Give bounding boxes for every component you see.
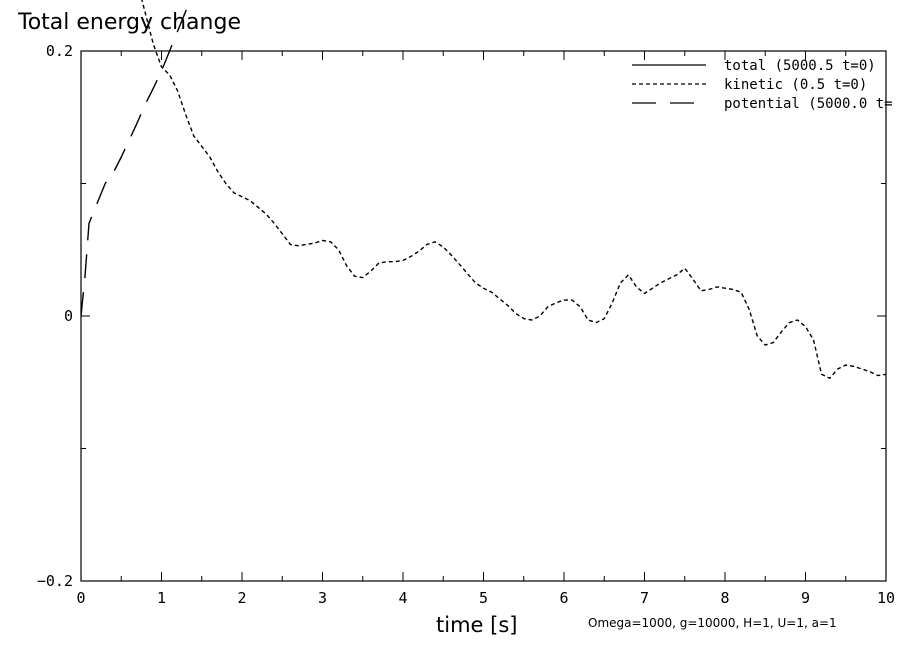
x-tick-label: 0 <box>76 589 85 607</box>
legend: total (5000.5 t=0) kinetic (0.5 t=0) pot… <box>632 58 893 112</box>
x-tick-label: 3 <box>318 589 327 607</box>
plot-frame <box>80 50 887 582</box>
x-tick-label: 9 <box>801 589 810 607</box>
y-tick-label: 0.2 <box>46 42 73 60</box>
x-tick-label: 6 <box>559 589 568 607</box>
legend-label-total: total (5000.5 t=0) <box>724 58 876 74</box>
x-tick-label: 7 <box>640 589 649 607</box>
legend-label-potential: potential (5000.0 t= <box>724 96 893 112</box>
legend-label-kinetic: kinetic (0.5 t=0) <box>724 77 867 93</box>
x-tick-label: 5 <box>479 589 488 607</box>
x-axis-label: time [s] <box>436 613 517 637</box>
y-tick-label: 0 <box>64 307 73 325</box>
axes: 0 1 2 3 4 5 6 7 8 9 10−0.200.2 <box>37 42 895 607</box>
x-tick-label: 2 <box>237 589 246 607</box>
series-layer <box>81 0 886 379</box>
x-tick-label: 8 <box>720 589 729 607</box>
x-tick-label: 4 <box>398 589 407 607</box>
series-line-long-dashed <box>81 0 191 317</box>
series-line-dashed <box>141 0 886 379</box>
y-tick-label: −0.2 <box>37 572 73 590</box>
x-tick-label: 10 <box>877 589 895 607</box>
x-tick-label: 1 <box>157 589 166 607</box>
chart-title: Total energy change <box>17 10 241 35</box>
parameter-annotation: Omega=1000, g=10000, H=1, U=1, a=1 <box>588 616 837 630</box>
